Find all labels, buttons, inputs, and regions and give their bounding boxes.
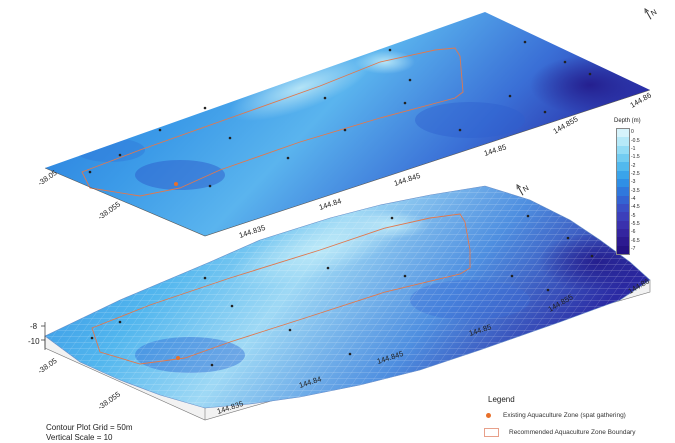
legend-item-recommended-zone: Recommended Aquaculture Zone Boundary	[480, 428, 635, 437]
depth-color-swatch	[617, 129, 629, 138]
recommended-zone-boundary-top	[81, 47, 464, 197]
depth-legend-label: -2	[631, 162, 636, 169]
depth-legend-label: -5	[631, 212, 636, 219]
depth-color-swatch	[617, 237, 629, 246]
depth-color-swatch	[617, 178, 629, 188]
depth-color-swatch	[617, 212, 629, 221]
depth-legend-label: -3.5	[631, 187, 640, 194]
contour-grid-caption: Contour Plot Grid = 50m	[46, 423, 133, 432]
depth-color-swatch	[617, 162, 629, 171]
contour-lat-tick: -38.05	[36, 168, 59, 188]
depth-legend-label: -6.5	[631, 237, 640, 244]
depth-color-swatch	[617, 245, 629, 254]
depth-legend-label: -4	[631, 195, 636, 202]
depth-color-swatch	[617, 195, 629, 204]
existing-zone-dot-icon	[486, 412, 491, 418]
depth-color-swatch	[617, 220, 629, 229]
depth-legend-label: -5.5	[631, 220, 640, 227]
north-arrow-icon: N	[516, 183, 530, 196]
depth-legend: Depth (m) 0 -0.5 -1 -1.5 -2 -2.5 -3 -3.5 -4 -4.5-…	[614, 118, 654, 258]
depth-legend-label: -0.5	[631, 137, 640, 144]
legend-item-existing-zone: Existing Aquaculture Zone (spat gatherin…	[480, 412, 626, 419]
legend-title: Legend	[488, 395, 515, 404]
depth-color-swatch	[617, 228, 629, 238]
contour-lon-tick: 144.85	[483, 142, 508, 158]
depth-color-swatch	[617, 153, 629, 163]
contour-lon-tick: 144.835	[238, 223, 267, 240]
depth-color-swatch	[617, 137, 629, 146]
depth-legend-label: -1.5	[631, 154, 640, 161]
depth-legend-label: -6	[631, 229, 636, 236]
depth-legend-label: -4.5	[631, 204, 640, 211]
legend-existing-zone-label: Existing Aquaculture Zone (spat gatherin…	[503, 412, 626, 419]
depth-legend-label: -3	[631, 179, 636, 186]
depth-legend-label: -2.5	[631, 170, 640, 177]
survey-points-top	[88, 40, 592, 188]
north-label: N	[649, 7, 658, 18]
depth-legend-label: 0	[631, 129, 634, 136]
surface-z-tick: -8	[30, 322, 38, 331]
legend: Legend Existing Aquaculture Zone (spat g…	[480, 395, 670, 441]
contour-lon-tick: 144.84	[318, 196, 343, 212]
depth-color-swatch	[617, 145, 629, 154]
depth-legend-label: -7	[631, 245, 636, 252]
legend-recommended-zone-label: Recommended Aquaculture Zone Boundary	[509, 429, 636, 437]
depth-color-swatch	[617, 170, 629, 179]
surface-lat-tick: -38.055	[96, 390, 122, 412]
depth-color-bar	[616, 128, 630, 255]
depth-color-swatch	[617, 203, 629, 213]
depth-legend-title: Depth (m)	[614, 118, 641, 124]
existing-zone-marker-top	[174, 182, 178, 186]
existing-zone-marker-surface	[176, 356, 180, 360]
recommended-zone-box-icon	[484, 428, 499, 437]
north-arrow-icon: N	[644, 7, 658, 20]
surface-z-tick: -10	[28, 337, 40, 346]
surface-lat-tick: -38.05	[36, 356, 59, 376]
contour-lat-tick: -38.055	[96, 200, 122, 222]
north-label: N	[521, 183, 530, 194]
depth-color-swatch	[617, 187, 629, 196]
contour-lon-tick: 144.845	[393, 171, 422, 188]
contour-plot: 144.835 144.84 144.845 144.85 144.855 14…	[36, 7, 658, 240]
depth-legend-label: -1	[631, 145, 636, 152]
survey-points-surface	[90, 214, 594, 367]
vertical-scale-caption: Vertical Scale = 10	[46, 433, 113, 442]
